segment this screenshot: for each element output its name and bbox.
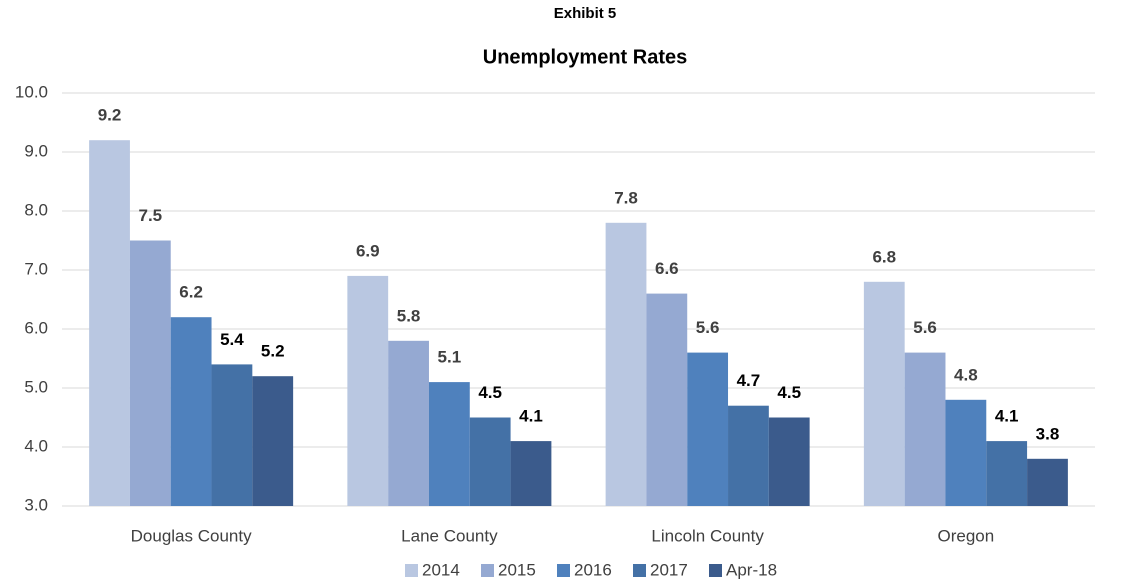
y-tick-label: 4.0 [24, 436, 48, 455]
legend-label: Apr-18 [726, 560, 777, 579]
bar [646, 293, 688, 506]
data-label: 4.1 [519, 407, 543, 426]
y-tick-label: 10.0 [15, 82, 48, 101]
bar [1027, 458, 1068, 506]
x-tick-label: Lincoln County [651, 526, 764, 545]
legend-label: 2016 [574, 560, 612, 579]
data-label: 7.5 [139, 206, 163, 225]
chart-heading: Exhibit 5 [554, 5, 617, 22]
x-tick-label: Oregon [938, 526, 995, 545]
bar [428, 382, 470, 506]
data-label: 3.8 [1036, 424, 1060, 443]
data-label: 4.7 [737, 371, 761, 390]
bar [170, 317, 212, 506]
legend-swatch [557, 564, 570, 577]
data-label: 5.2 [261, 342, 285, 361]
data-label: 4.8 [954, 365, 978, 384]
data-label: 4.5 [478, 383, 502, 402]
data-label: 6.9 [356, 241, 380, 260]
bar [986, 441, 1028, 506]
legend-swatch [481, 564, 494, 577]
bar [211, 364, 253, 506]
bar [388, 340, 429, 506]
data-label: 4.5 [777, 383, 801, 402]
legend-swatch [709, 564, 722, 577]
data-label: 5.8 [397, 306, 421, 325]
bar [728, 405, 769, 506]
bar [347, 275, 389, 506]
data-label: 6.2 [179, 283, 203, 302]
bar [605, 222, 647, 507]
bar [129, 240, 171, 506]
legend-swatch [405, 564, 418, 577]
bar [945, 399, 987, 506]
y-tick-label: 6.0 [24, 318, 48, 337]
bar [89, 140, 130, 506]
data-label: 5.6 [913, 318, 937, 337]
data-label: 9.2 [98, 106, 122, 125]
legend-label: 2014 [422, 560, 460, 579]
data-label: 5.6 [696, 318, 720, 337]
bar [510, 441, 552, 506]
data-label: 5.4 [220, 330, 244, 349]
data-label: 6.8 [872, 247, 896, 266]
bar [252, 376, 294, 506]
data-label: 5.1 [438, 348, 462, 367]
bar [469, 417, 511, 506]
y-tick-label: 9.0 [24, 141, 48, 160]
data-label: 4.1 [995, 407, 1019, 426]
y-tick-label: 5.0 [24, 377, 48, 396]
legend-swatch [633, 564, 646, 577]
bar [904, 352, 946, 506]
x-tick-label: Lane County [401, 526, 498, 545]
y-tick-label: 8.0 [24, 200, 48, 219]
x-tick-label: Douglas County [131, 526, 252, 545]
legend-label: 2015 [498, 560, 536, 579]
chart-title: Unemployment Rates [483, 46, 688, 68]
data-label: 7.8 [614, 188, 638, 207]
data-label: 6.6 [655, 259, 679, 278]
bar [768, 417, 810, 506]
y-tick-label: 3.0 [24, 495, 48, 514]
bar [863, 281, 905, 506]
legend-label: 2017 [650, 560, 688, 579]
y-tick-label: 7.0 [24, 259, 48, 278]
bar [687, 352, 729, 506]
